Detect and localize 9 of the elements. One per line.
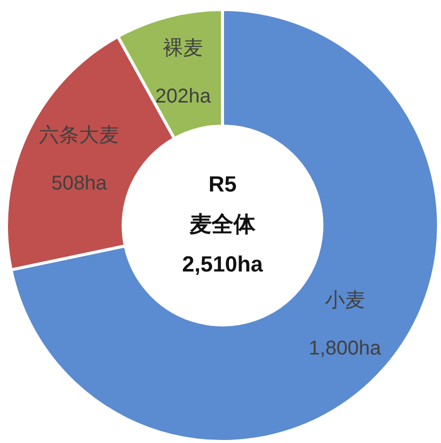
data-label: 202ha — [155, 85, 212, 108]
slice-label: 小麦 — [324, 289, 365, 312]
data-label: 1,800ha — [308, 337, 382, 360]
text: R5 — [208, 172, 237, 197]
slice-label: 六条大麦 — [39, 124, 120, 146]
data-label: 508ha — [51, 172, 108, 194]
text: 麦全体 — [188, 212, 256, 237]
slice-label: 裸麦 — [163, 37, 204, 60]
text: 2,510ha — [182, 252, 264, 277]
